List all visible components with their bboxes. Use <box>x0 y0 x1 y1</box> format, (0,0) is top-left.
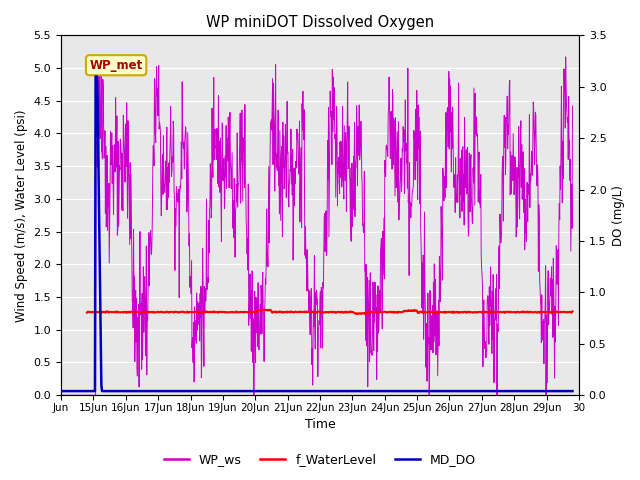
Text: WP_met: WP_met <box>90 59 143 72</box>
Y-axis label: Wind Speed (m/s), Water Level (psi): Wind Speed (m/s), Water Level (psi) <box>15 109 28 322</box>
Y-axis label: DO (mg/L): DO (mg/L) <box>612 185 625 246</box>
Legend: WP_ws, f_WaterLevel, MD_DO: WP_ws, f_WaterLevel, MD_DO <box>159 448 481 471</box>
Title: WP miniDOT Dissolved Oxygen: WP miniDOT Dissolved Oxygen <box>206 15 434 30</box>
X-axis label: Time: Time <box>305 419 335 432</box>
